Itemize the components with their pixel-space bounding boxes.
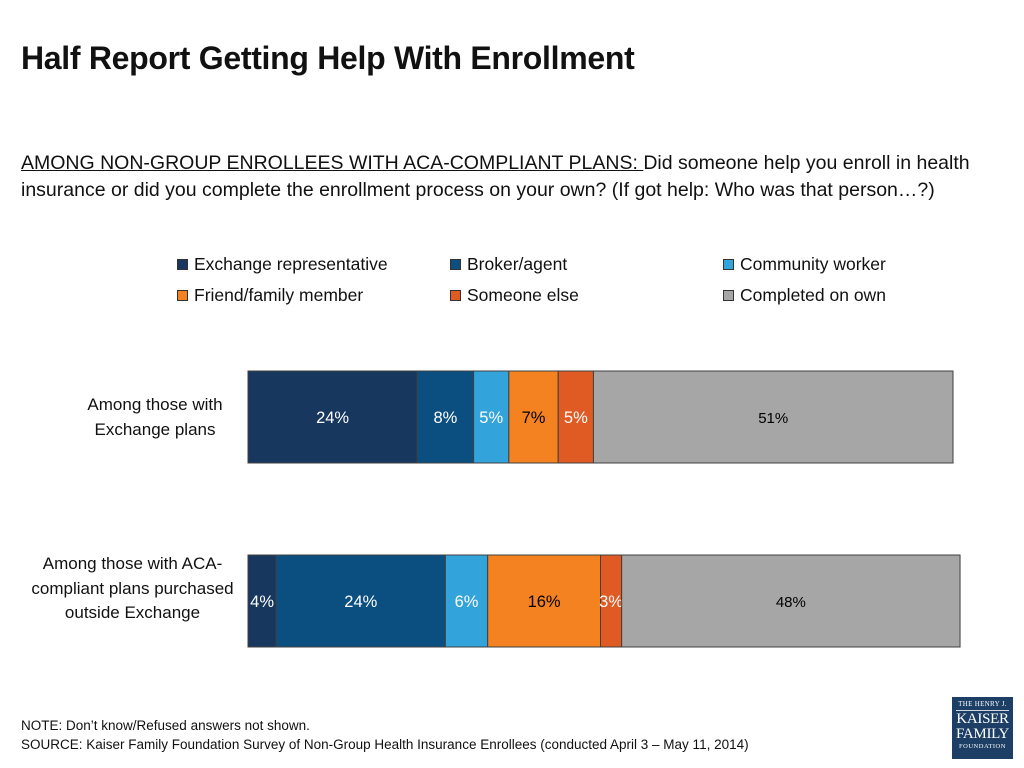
data-label-row1-series5: 5% (564, 409, 588, 427)
legend-label: Exchange representative (194, 254, 388, 274)
data-label-row2-series6: 48% (776, 594, 806, 611)
category-label-exchange-plans: Among those with Exchange plans (87, 395, 223, 439)
bar-segment-row1-series1 (247, 370, 418, 464)
bar-segment-row2-series1 (247, 554, 277, 648)
question-text: Did someone help you enroll in health in… (21, 152, 970, 201)
question-lead: AMONG NON-GROUP ENROLLEES WITH ACA-COMPL… (21, 152, 644, 174)
legend-item-broker-agent: Broker/agent (450, 254, 567, 275)
logo-line-4: FOUNDATION (959, 743, 1006, 750)
legend-item-friend-family-member: Friend/family member (177, 285, 363, 306)
note-text: NOTE: Don’t know/Refused answers not sho… (21, 718, 310, 733)
legend-label: Someone else (467, 285, 579, 305)
bar-segment-row1-series6 (592, 370, 954, 464)
legend-item-community-worker: Community worker (723, 254, 886, 275)
logo-line-3: FAMILY (955, 726, 1010, 742)
legend-swatch (177, 290, 188, 301)
survey-question: AMONG NON-GROUP ENROLLEES WITH ACA-COMPL… (21, 150, 1011, 204)
legend-item-someone-else: Someone else (450, 285, 579, 306)
data-label-row1-series1: 24% (316, 409, 349, 427)
bar-segment-row1-series5 (557, 370, 594, 464)
bar-segment-row1-series4 (508, 370, 559, 464)
legend-label: Broker/agent (467, 254, 568, 274)
legend-label: Community worker (740, 254, 886, 274)
bar-segment-row2-series6 (621, 554, 961, 648)
bar-segment-row2-series4 (487, 554, 602, 648)
chart-legend: Exchange representative Broker/agent Com… (177, 254, 977, 314)
legend-label: Friend/family member (194, 285, 364, 305)
logo-line-2: KAISER (956, 711, 1009, 727)
data-label-row1-series6: 51% (758, 410, 788, 427)
legend-swatch (723, 259, 734, 270)
data-label-row2-series5: 3% (599, 593, 623, 611)
source-text: SOURCE: Kaiser Family Foundation Survey … (21, 737, 749, 752)
kff-logo: THE HENRY J. KAISER FAMILY FOUNDATION (952, 697, 1013, 759)
data-label-row2-series2: 24% (344, 593, 377, 611)
logo-line-1: THE HENRY J. (958, 700, 1007, 708)
data-label-row2-series1: 4% (250, 593, 274, 611)
category-label-outside-exchange: Among those with ACA-compliant plans pur… (31, 554, 234, 622)
legend-label: Completed on own (740, 285, 886, 305)
data-label-row1-series2: 8% (433, 409, 457, 427)
footer-notes: NOTE: Don’t know/Refused answers not sho… (21, 716, 749, 754)
legend-swatch (450, 259, 461, 270)
legend-item-exchange-representative: Exchange representative (177, 254, 388, 275)
legend-swatch (723, 290, 734, 301)
bar-segment-row1-series3 (473, 370, 510, 464)
legend-swatch (450, 290, 461, 301)
legend-swatch (177, 259, 188, 270)
data-label-row2-series3: 6% (455, 593, 479, 611)
logo-rule (956, 710, 1009, 711)
page-title: Half Report Getting Help With Enrollment (21, 40, 635, 76)
data-label-row1-series3: 5% (479, 409, 503, 427)
bar-segment-row1-series2 (416, 370, 475, 464)
data-label-row2-series4: 16% (528, 593, 561, 611)
data-label-row1-series4: 7% (522, 409, 546, 427)
legend-item-completed-on-own: Completed on own (723, 285, 886, 306)
